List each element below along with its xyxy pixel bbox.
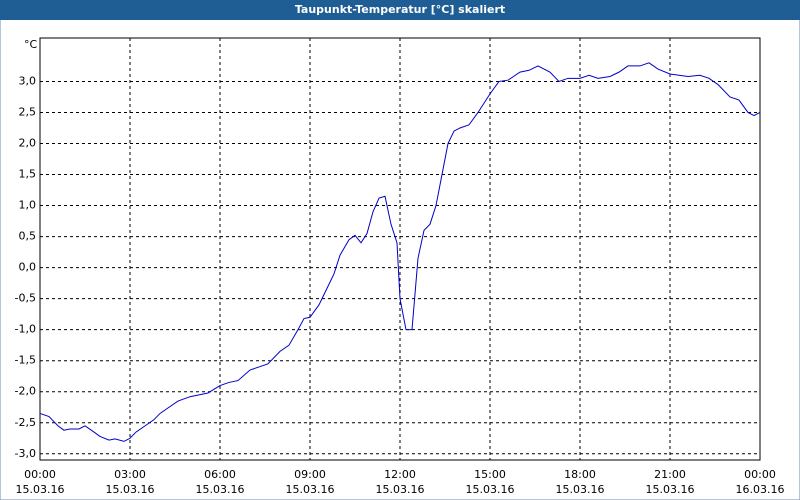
x-tick-label: 03:00 [114, 468, 146, 481]
x-tick-label: 00:00 [24, 468, 56, 481]
x-tick-label: 15:00 [474, 468, 506, 481]
y-tick-label: 1,0 [19, 199, 37, 212]
x-tick-date: 15.03.16 [556, 483, 605, 496]
y-tick-label: -1,0 [15, 323, 36, 336]
y-tick-label: -2,0 [15, 385, 36, 398]
x-tick-label: 12:00 [384, 468, 416, 481]
x-tick-label: 18:00 [564, 468, 596, 481]
x-tick-date: 15.03.16 [16, 483, 65, 496]
title-bar [0, 0, 800, 20]
y-tick-label: 0,5 [19, 230, 37, 243]
data-line [39, 62, 761, 442]
y-tick-label: 1,5 [19, 168, 37, 181]
x-tick-label: 00:00 [744, 468, 776, 481]
y-tick-label: -2,5 [15, 416, 36, 429]
y-tick-label: -0,5 [15, 292, 36, 305]
x-tick-label: 21:00 [654, 468, 686, 481]
x-tick-date: 15.03.16 [286, 483, 335, 496]
x-tick-date: 15.03.16 [646, 483, 695, 496]
y-tick-label: 0,0 [19, 261, 37, 274]
x-tick-date: 15.03.16 [466, 483, 515, 496]
y-tick-label: 2,5 [19, 105, 37, 118]
x-tick-label: 06:00 [204, 468, 236, 481]
x-tick-date: 15.03.16 [376, 483, 425, 496]
chart-title: Taupunkt-Temperatur [°C] skaliert [295, 3, 505, 16]
y-tick-label: -1,5 [15, 354, 36, 367]
x-tick-date: 15.03.16 [106, 483, 155, 496]
x-tick-date: 15.03.16 [196, 483, 245, 496]
y-tick-label: 2,0 [19, 137, 37, 150]
x-tick-label: 09:00 [294, 468, 326, 481]
y-unit: °C [24, 38, 38, 51]
y-tick-label: -3,0 [15, 447, 36, 460]
y-tick-label: 3,0 [19, 74, 37, 87]
x-tick-date: 16.03.16 [736, 483, 785, 496]
